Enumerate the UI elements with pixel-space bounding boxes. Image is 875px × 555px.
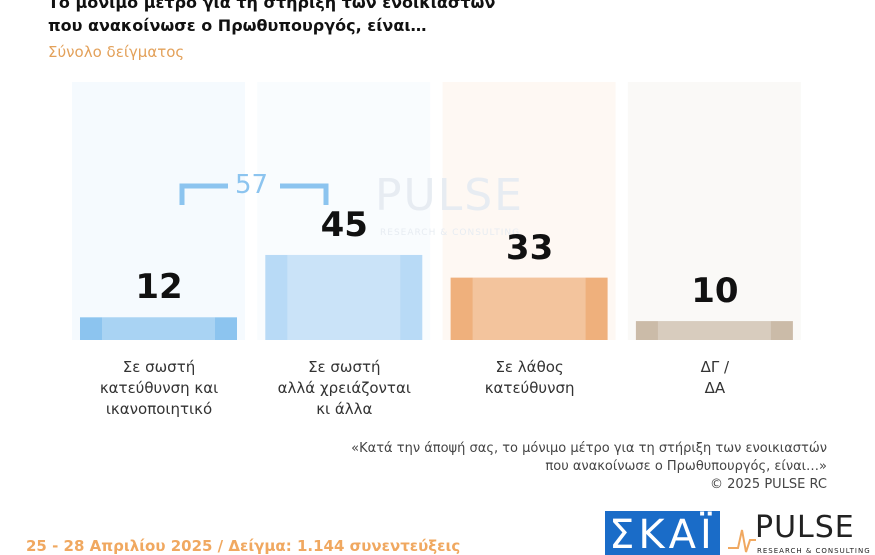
value-label: 33 [505, 227, 554, 268]
value-label: 12 [135, 267, 183, 308]
bar-shine [657, 321, 771, 340]
category-label: ΔΓ / ΔΑ [700, 358, 730, 397]
pulse-logo-sub: RESEARCH & CONSULTING [757, 547, 871, 555]
bracket-right [280, 183, 329, 205]
value-label: 45 [320, 204, 368, 245]
bar [80, 317, 237, 340]
pulse-logo: PULSE [755, 510, 855, 545]
bracket-total: 57 [235, 170, 269, 200]
copyright: © 2025 PULSE RC [709, 477, 827, 492]
bracket-left [179, 183, 228, 205]
bar-shine [102, 317, 215, 340]
pulse-wave [728, 529, 756, 553]
chart-subtitle: Σύνολο δείγματος [48, 43, 185, 61]
category-label: Σε σωστή κατεύθυνση και ικανοποιητικό [99, 358, 219, 418]
bar-shine [287, 254, 401, 340]
category-label: Σε λάθος κατεύθυνση [484, 358, 575, 397]
chart-title: Το μόνιμο μέτρο για τη στήριξη των ενοικ… [48, 0, 496, 35]
bar [450, 277, 608, 340]
category-label: Σε σωστή αλλά χρειάζονται κι άλλα [277, 358, 411, 418]
bar [635, 321, 793, 340]
footer: 25 - 28 Απριλίου 2025 / Δείγμα: 1.144 συ… [26, 537, 461, 555]
watermark: PULSE [375, 170, 524, 221]
panel [627, 82, 801, 340]
panel [72, 82, 245, 340]
watermark-sub: RESEARCH & CONSULTING [380, 228, 521, 238]
bar [265, 254, 423, 340]
bar-shine [472, 277, 586, 340]
question-note: «Κατά την άποψή σας, το μόνιμο μέτρο για… [351, 441, 827, 474]
value-label: 10 [691, 271, 739, 312]
skai-logo: ΣΚΑΪ [605, 511, 720, 555]
